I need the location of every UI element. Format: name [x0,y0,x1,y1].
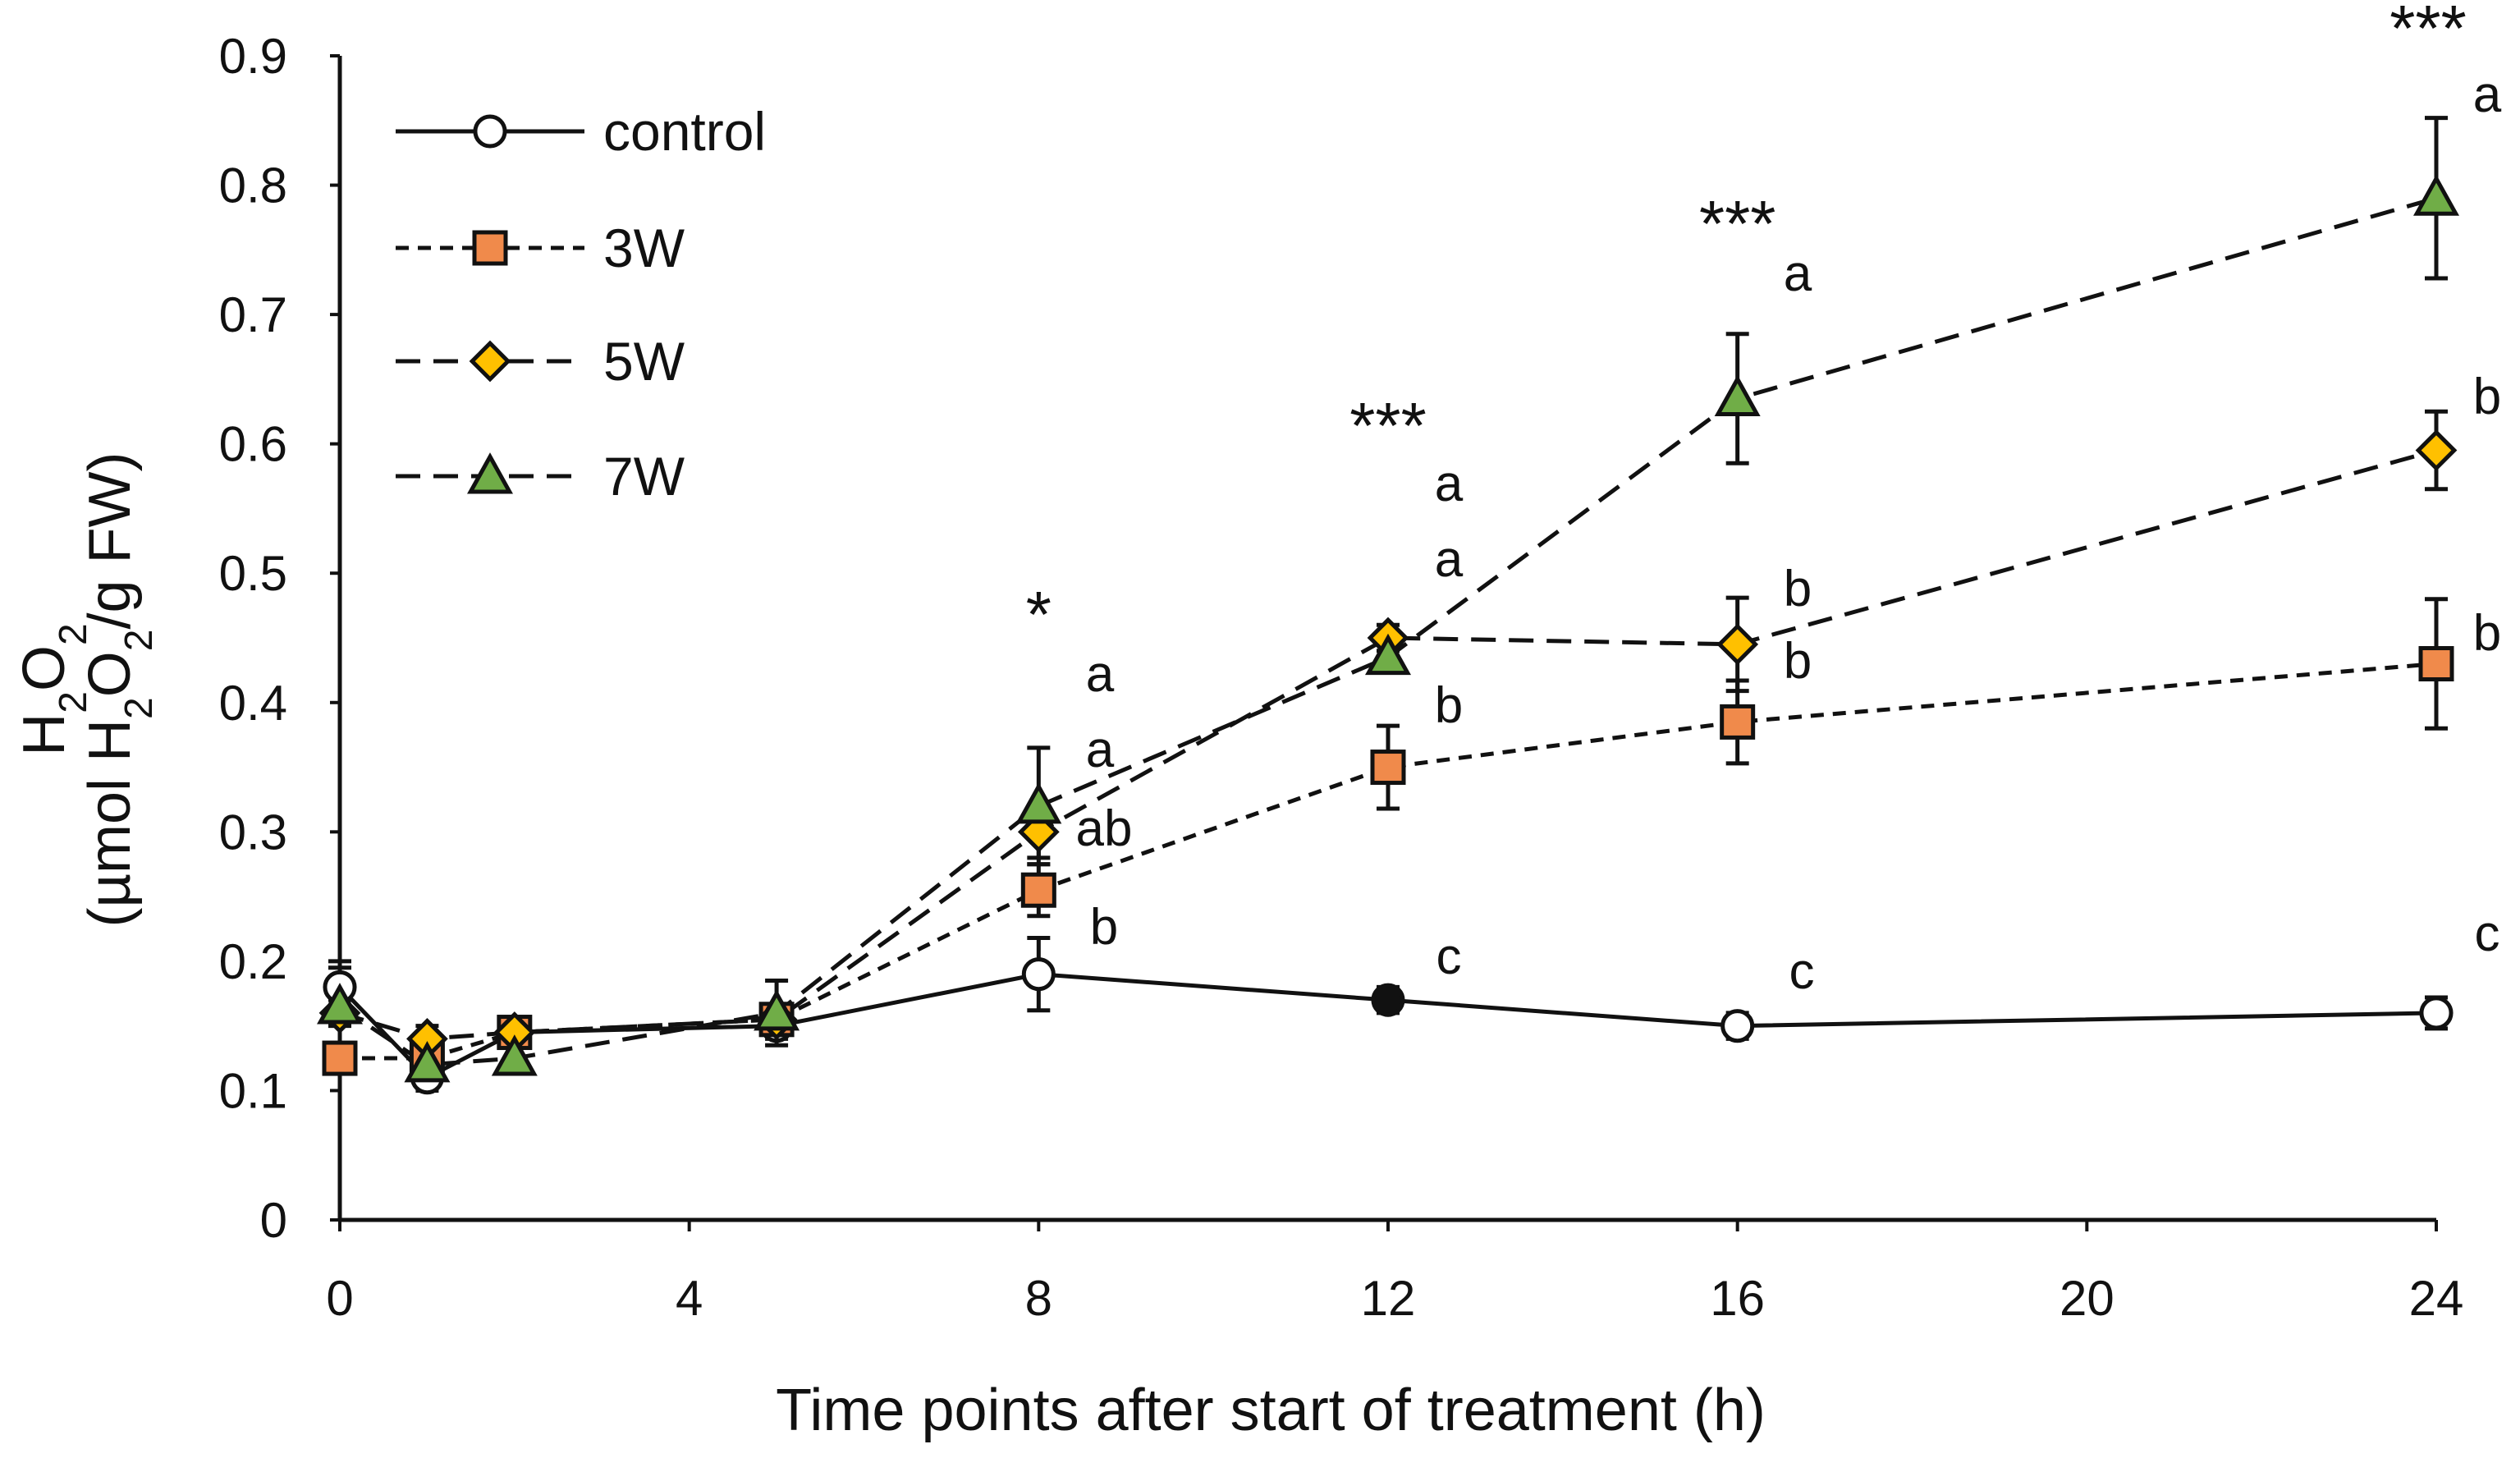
data-point-3W [322,1040,358,1076]
data-point-7W [2413,174,2459,216]
data-point-7W [317,983,363,1025]
data-point-3W [1370,750,1406,786]
y-tick-label: 0.7 [219,287,287,342]
x-tick-label: 12 [1361,1271,1416,1326]
significance-stars: * [1026,578,1052,651]
data-point-7W [491,1034,538,1076]
group-letter: b [2473,369,2501,425]
data-point-7W [754,989,800,1031]
group-letter: b [2473,605,2501,662]
y-axis-title-line1: H2O2 [11,623,95,755]
data-point-control [1371,983,1405,1017]
y-axis-title: H2O2 (µmol H2O2/g FW) [11,452,161,928]
data-point-3W [2418,646,2454,682]
y-tick-label: 0.3 [219,805,287,860]
x-tick-label: 20 [2060,1271,2115,1326]
legend-label-3W: 3W [603,218,685,278]
data-point-control [2419,996,2454,1030]
y-tick-label: 0.8 [219,158,287,213]
legend-label-7W: 7W [603,446,685,507]
x-tick-label: 0 [326,1271,353,1326]
group-letter: a [1086,722,1115,778]
y-axis-title-line2: (µmol H2O2/g FW) [77,452,161,928]
group-letter: b [1784,561,1812,617]
group-letter: ab [1076,800,1133,857]
data-point-7W [1365,633,1411,676]
significance-stars: *** [2389,0,2466,65]
y-tick-label: 0.2 [219,934,287,989]
series-line-5W [339,448,2437,1041]
group-letter: b [1090,899,1118,956]
data-point-7W [1714,374,1761,417]
group-letter: a [1435,531,1464,588]
group-letter: a [1435,456,1464,512]
x-tick-label: 4 [676,1271,703,1326]
data-point-7W [467,452,513,494]
group-letter: a [2473,66,2502,123]
x-tick-label: 16 [1710,1271,1765,1326]
data-point-control [473,114,507,149]
group-letter: c [1789,943,1815,1000]
data-point-3W [472,230,508,266]
group-letter: a [1086,646,1115,703]
y-tick-label: 0 [260,1193,287,1248]
data-point-control [1720,1009,1755,1043]
axes: 0 0.1 0.2 0.3 0.4 0.5 0.6 0.7 0.8 0.9 0 4 8 12 16 20 24 [219,29,2464,1326]
data-point-3W [1020,872,1056,908]
legend: control 3W 5W 7W [396,101,766,507]
data-point-7W [404,1041,451,1083]
y-tick-label: 0.4 [219,676,287,731]
significance-stars: *** [1349,389,1426,462]
x-tick-label: 24 [2409,1271,2464,1326]
x-axis-title: Time points after start of treatment (h) [776,1378,1766,1443]
series-line-3W [340,662,2437,1061]
data-point-5W [1716,623,1759,666]
group-letter: b [1784,633,1812,690]
y-tick-label: 0.9 [219,29,287,84]
data-point-5W [469,340,511,383]
x-tick-label: 8 [1025,1271,1052,1326]
data-point-3W [1720,704,1756,740]
significance-stars: *** [1699,187,1775,260]
y-tick-label: 0.6 [219,417,287,472]
data-point-control [1021,957,1056,992]
legend-label-control: control [603,101,766,162]
group-letter: c [2475,906,2500,962]
data-point-7W [1015,782,1062,824]
y-tick-label: 0.1 [219,1063,287,1118]
plot-area [317,116,2459,1095]
y-tick-label: 0.5 [219,546,287,601]
data-point-5W [2415,429,2458,471]
group-letter: c [1436,928,1462,985]
group-letter: b [1435,677,1463,734]
group-letter: a [1784,245,1812,302]
legend-label-5W: 5W [603,331,685,392]
